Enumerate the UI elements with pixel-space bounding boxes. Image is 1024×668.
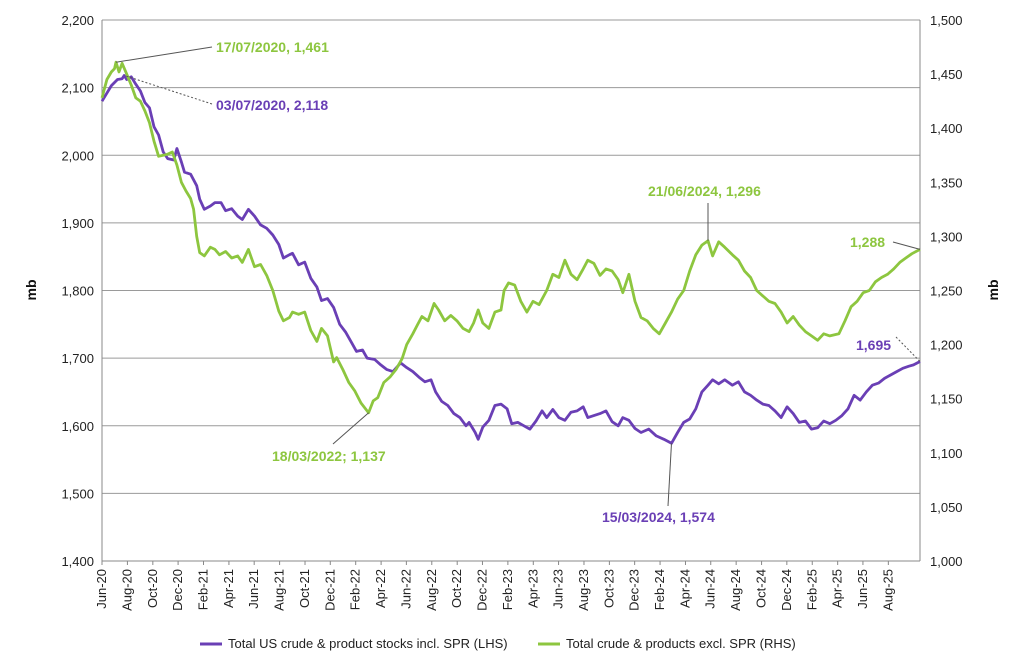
x-tick-label: Jun-25 <box>855 569 870 609</box>
x-tick-label: Apr-21 <box>221 569 236 608</box>
annotation-label: 18/03/2022; 1,137 <box>272 448 386 464</box>
x-tick-label: Aug-25 <box>880 569 895 611</box>
x-tick-label: Dec-24 <box>779 569 794 611</box>
x-tick-label: Dec-23 <box>627 569 642 611</box>
left-y-tick-label: 2,000 <box>61 148 94 163</box>
annotation-leader-line <box>892 241 921 250</box>
legend: Total US crude & product stocks incl. SP… <box>200 636 796 651</box>
left-y-tick-labels: 1,400 1,500 1,600 1,700 1,800 1,900 2,000 2,100… <box>61 13 94 569</box>
left-y-tick-label: 2,100 <box>61 81 94 96</box>
series-lines <box>100 60 921 445</box>
x-tick-label: Apr-22 <box>373 569 388 608</box>
x-tick-label: Aug-24 <box>728 569 743 611</box>
left-y-tick-label: 1,800 <box>61 284 94 299</box>
x-tick-label: Dec-20 <box>170 569 185 611</box>
x-tick-label: Oct-22 <box>449 569 464 608</box>
left-y-tick-label: 1,900 <box>61 216 94 231</box>
legend-label: Total crude & products excl. SPR (RHS) <box>566 636 796 651</box>
right-y-axis-title: mb <box>985 280 1001 301</box>
annotation-leader-line <box>124 74 213 105</box>
grid-lines <box>102 19 920 562</box>
x-tick-labels: Jun-20 Aug-20 Oct-20 Dec-20 Feb-21 Apr-21 Jun-… <box>94 561 895 611</box>
x-tick-label: Feb-24 <box>652 569 667 610</box>
x-tick-label: Jun-22 <box>398 569 413 609</box>
right-y-tick-label: 1,000 <box>930 554 963 569</box>
x-tick-label: Apr-25 <box>830 569 845 608</box>
series-line <box>100 74 921 445</box>
right-y-tick-label: 1,050 <box>930 500 963 515</box>
annotation-label: 1,695 <box>856 337 891 353</box>
x-tick-label: Apr-23 <box>525 569 540 608</box>
annotations: 17/07/2020, 1,461 03/07/2020, 2,118 21/06/… <box>115 39 921 525</box>
annotation-leader-line <box>667 443 672 507</box>
x-tick-label: Aug-23 <box>576 569 591 611</box>
x-tick-label: Jun-23 <box>551 569 566 609</box>
annotation-leader-line <box>332 412 369 445</box>
x-tick-label: Jun-24 <box>703 569 718 609</box>
left-y-axis-title: mb <box>23 280 39 301</box>
x-tick-label: Oct-23 <box>601 569 616 608</box>
left-y-tick-label: 1,700 <box>61 351 94 366</box>
series-line <box>100 60 921 415</box>
right-y-tick-label: 1,450 <box>930 67 963 82</box>
annotation-leader-line <box>115 46 213 63</box>
annotation-label: 1,288 <box>850 234 885 250</box>
x-tick-label: Aug-21 <box>272 569 287 611</box>
x-tick-label: Feb-25 <box>804 569 819 610</box>
annotation-label: 17/07/2020, 1,461 <box>216 39 329 55</box>
annotation-label: 15/03/2024, 1,574 <box>602 509 715 525</box>
left-y-tick-label: 1,400 <box>61 554 94 569</box>
x-tick-label: Jun-21 <box>246 569 261 609</box>
x-tick-label: Dec-22 <box>474 569 489 611</box>
legend-label: Total US crude & product stocks incl. SP… <box>228 636 508 651</box>
right-y-tick-label: 1,250 <box>930 284 963 299</box>
right-y-tick-label: 1,100 <box>930 446 963 461</box>
annotation-label: 03/07/2020, 2,118 <box>216 97 328 113</box>
left-y-tick-label: 2,200 <box>61 13 94 28</box>
x-tick-label: Dec-21 <box>322 569 337 611</box>
right-y-tick-label: 1,300 <box>930 229 963 244</box>
x-tick-label: Feb-23 <box>500 569 515 610</box>
x-tick-label: Aug-22 <box>424 569 439 611</box>
right-y-tick-labels: 1,000 1,050 1,100 1,150 1,200 1,250 1,300 1,350… <box>930 13 963 569</box>
left-y-tick-label: 1,500 <box>61 486 94 501</box>
left-y-tick-label: 1,600 <box>61 419 94 434</box>
right-y-tick-label: 1,350 <box>930 175 963 190</box>
x-tick-label: Oct-20 <box>145 569 160 608</box>
right-y-tick-label: 1,400 <box>930 121 963 136</box>
annotation-leader-line <box>895 336 921 362</box>
annotation-label: 21/06/2024, 1,296 <box>648 183 761 199</box>
x-tick-label: Aug-20 <box>119 569 134 611</box>
x-tick-label: Oct-21 <box>297 569 312 608</box>
right-y-tick-label: 1,200 <box>930 338 963 353</box>
x-tick-label: Oct-24 <box>754 569 769 608</box>
x-tick-label: Jun-20 <box>94 569 109 609</box>
x-tick-label: Apr-24 <box>677 569 692 608</box>
x-tick-label: Feb-22 <box>348 569 363 610</box>
right-y-tick-label: 1,500 <box>930 13 963 28</box>
x-tick-label: Feb-21 <box>196 569 211 610</box>
right-y-tick-label: 1,150 <box>930 392 963 407</box>
